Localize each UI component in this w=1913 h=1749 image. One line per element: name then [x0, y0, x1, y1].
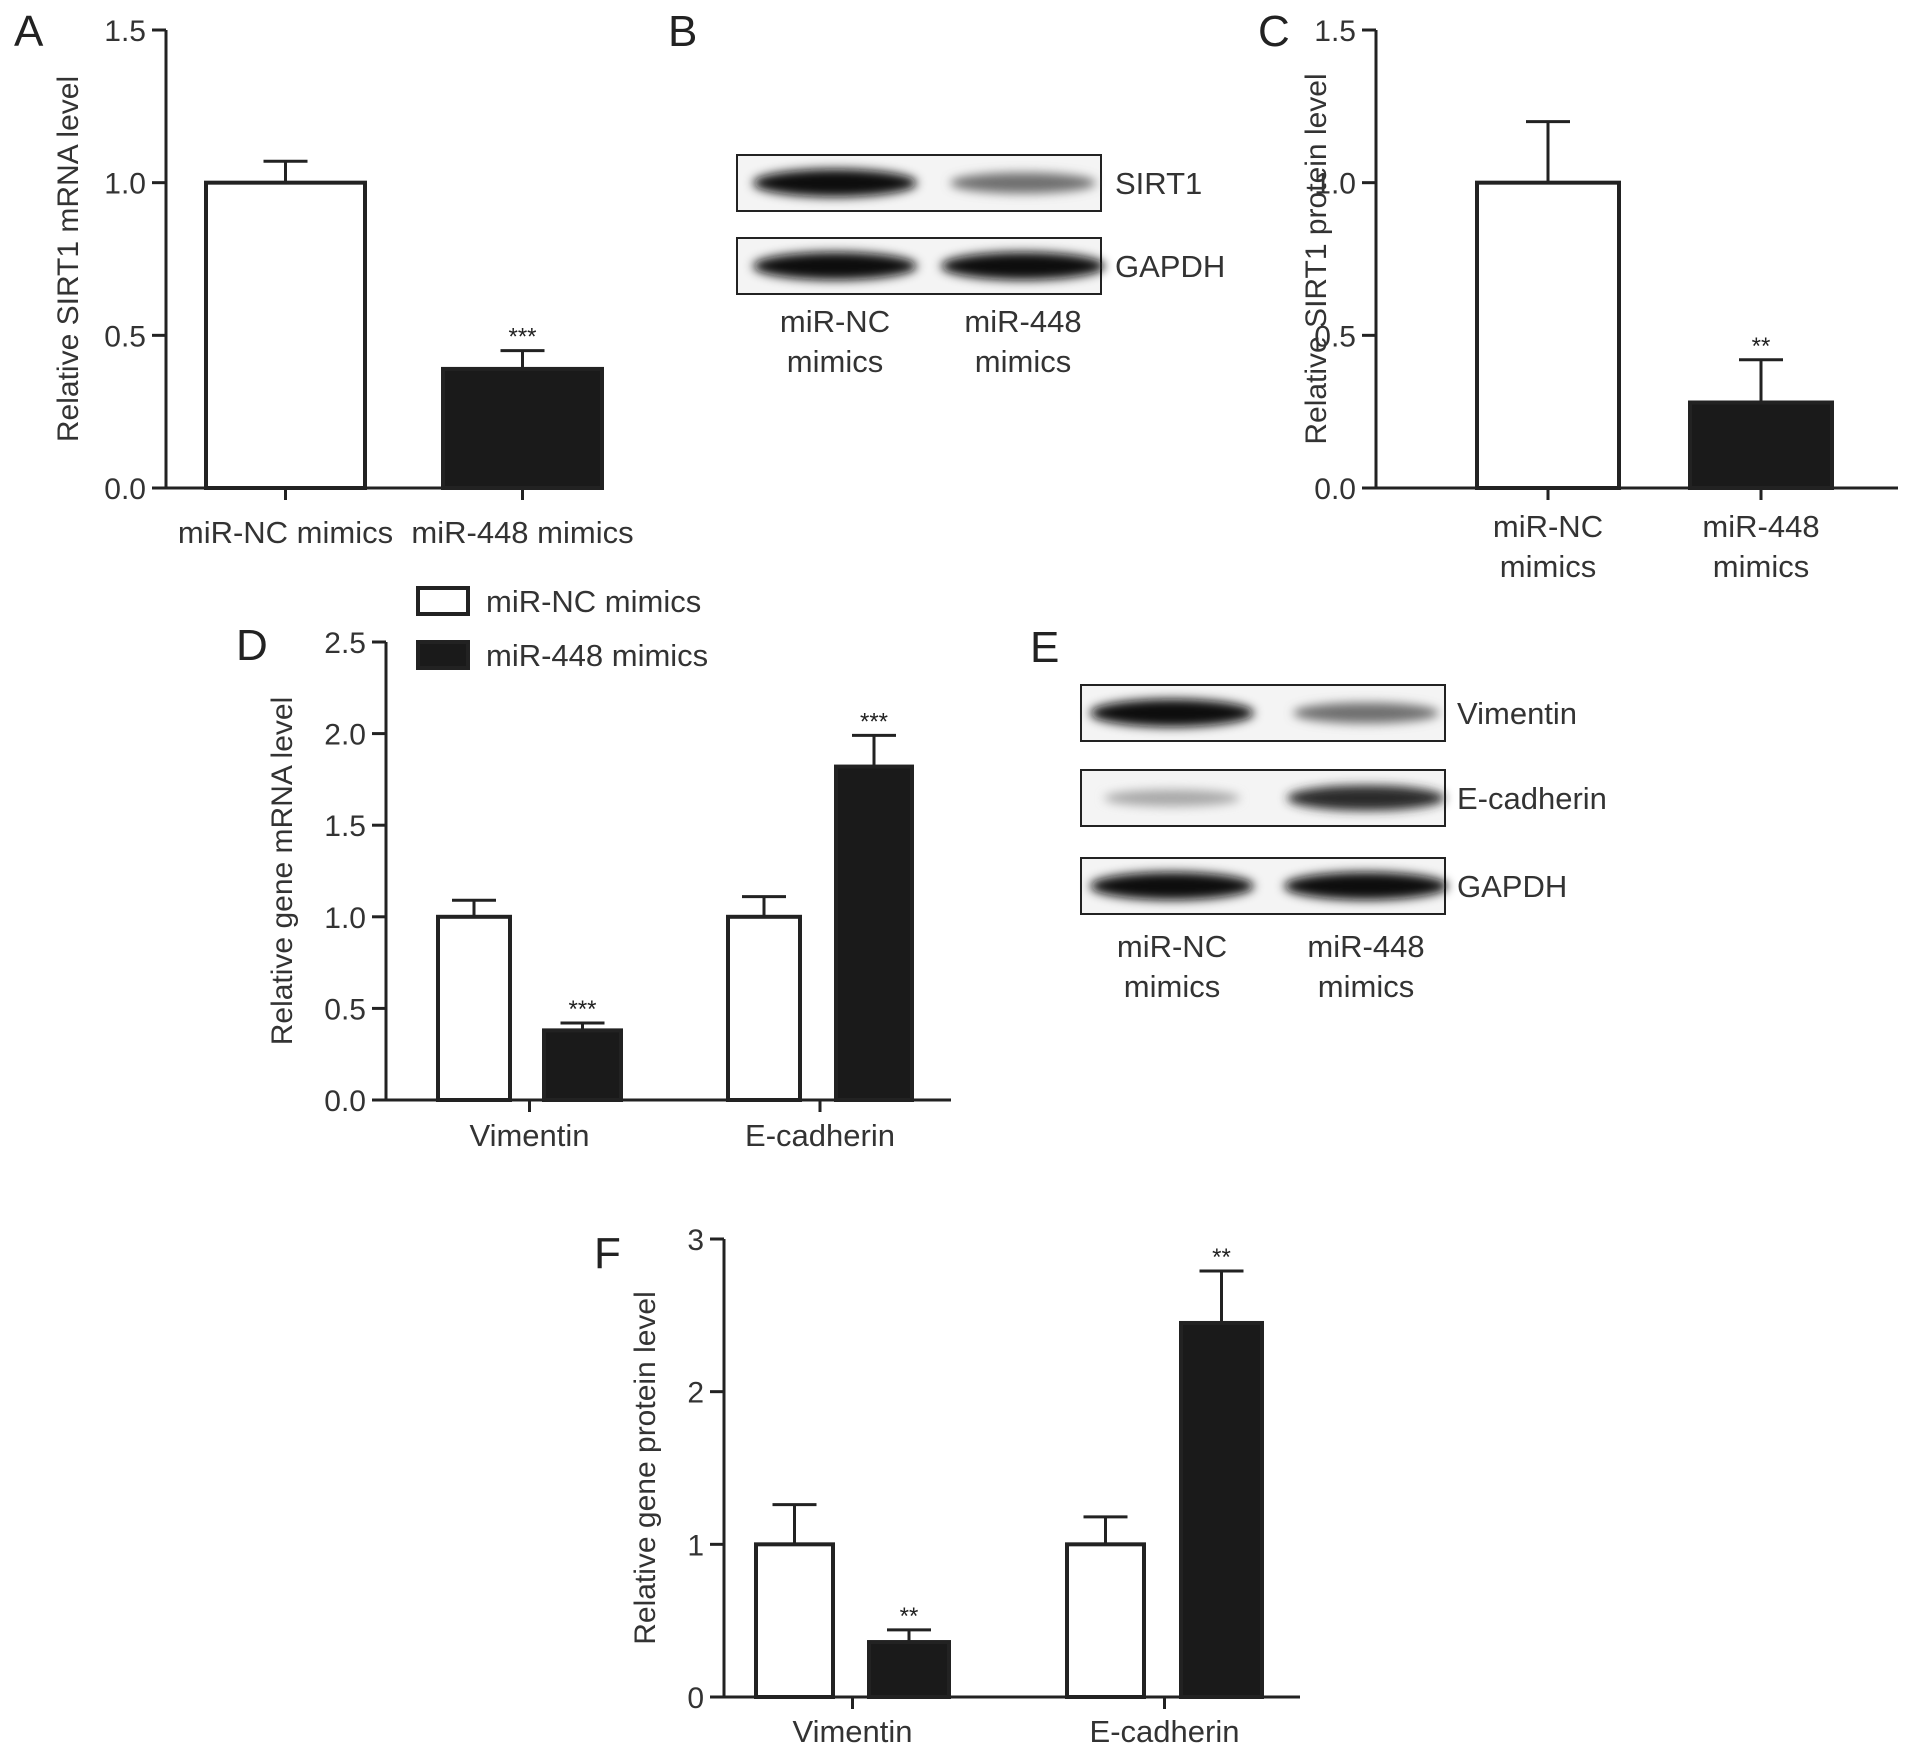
blot-row: E-cadherin	[1080, 769, 1607, 827]
blot-lane-label: miR-448 mimics	[1307, 929, 1424, 1004]
blot-lane-label: miR-NC mimics	[780, 304, 890, 379]
y-tick-label: 1.5	[324, 810, 366, 843]
x-tick-label: miR-448 mimics	[1702, 509, 1819, 584]
panel-letter: D	[236, 621, 268, 670]
bar	[1065, 1542, 1146, 1700]
y-tick-label: 1.5	[1314, 15, 1356, 48]
blot-band	[1284, 872, 1448, 900]
bar	[1688, 400, 1834, 490]
y-tick-label: 2	[687, 1377, 704, 1410]
y-tick-label: 1.0	[104, 168, 146, 201]
panel-letter: A	[14, 7, 44, 56]
legend-swatch	[416, 586, 470, 616]
bar	[1179, 1320, 1264, 1699]
legend-swatch	[416, 640, 470, 670]
blot-band	[1090, 699, 1254, 727]
panel-c-chart: 0.0 0.5 1.0 1.5 Relative SIRT1 protein level…	[1258, 7, 1898, 584]
blot-band	[950, 172, 1096, 194]
panel-a-chart: 0.0 0.5 1.0 1.5 Relative SIRT1 mRNA levelAmi…	[14, 7, 634, 550]
significance-marker: ***	[568, 996, 596, 1023]
y-axis-title: Relative SIRT1 protein level	[1300, 73, 1333, 444]
x-tick-label: E-cadherin	[745, 1118, 895, 1153]
blot-band	[753, 169, 917, 197]
panel-letter: C	[1258, 7, 1290, 56]
significance-marker: ***	[508, 324, 536, 351]
bar	[726, 914, 802, 1102]
legend-label: miR-NC mimics	[486, 584, 701, 619]
y-tick-label: 0.0	[104, 473, 146, 506]
y-tick-label: 1.5	[104, 15, 146, 48]
panel-letter: B	[668, 7, 697, 56]
blot-row-label: E-cadherin	[1457, 781, 1607, 816]
bar	[834, 764, 914, 1102]
legend: miR-NC mimics miR-448 mimics	[416, 584, 708, 673]
y-tick-label: 1	[687, 1529, 704, 1562]
blot-row: SIRT1	[736, 154, 1202, 212]
y-tick-label: 1.0	[1314, 168, 1356, 201]
x-tick-label: E-cadherin	[1090, 1714, 1240, 1749]
y-tick-label: 2.0	[324, 719, 366, 752]
blot-row-label: GAPDH	[1115, 249, 1225, 284]
blot-band	[1104, 789, 1240, 807]
blot-row: GAPDH	[1080, 857, 1567, 915]
bar	[441, 366, 604, 491]
panel-letter: E	[1030, 623, 1059, 672]
blot-row-label: GAPDH	[1457, 869, 1567, 904]
x-tick-label: Vimentin	[469, 1118, 589, 1153]
blot-band	[1090, 872, 1254, 900]
bar	[1475, 180, 1621, 491]
panel-b-blot: B SIRT1 GAPDH miR-NC mimics miR-448 mimics	[668, 7, 1225, 379]
significance-marker: **	[1212, 1244, 1231, 1271]
bar	[204, 180, 367, 491]
significance-marker: ***	[860, 708, 888, 735]
y-tick-label: 0.5	[1314, 320, 1356, 353]
y-tick-label: 0.5	[324, 993, 366, 1026]
blot-row-label: SIRT1	[1115, 166, 1202, 201]
x-tick-label: miR-NC mimics	[1493, 509, 1603, 584]
y-tick-label: 3	[687, 1224, 704, 1257]
y-axis-title: Relative SIRT1 mRNA level	[52, 76, 85, 442]
bar	[436, 914, 512, 1102]
blot-band	[1287, 785, 1445, 811]
y-tick-label: 0.0	[324, 1085, 366, 1118]
legend-label: miR-448 mimics	[486, 638, 708, 673]
panel-d-chart: 0.0 0.5 1.0 1.5 2.0 2.5 Relative gene mRNA lev…	[236, 584, 951, 1153]
x-tick-label: Vimentin	[792, 1714, 912, 1749]
blot-row: GAPDH	[736, 237, 1225, 295]
y-tick-label: 0	[687, 1682, 704, 1715]
y-tick-label: 0.5	[104, 320, 146, 353]
x-tick-label: miR-NC mimics	[178, 515, 393, 550]
x-tick-label: miR-448 mimics	[411, 515, 633, 550]
bar	[867, 1640, 951, 1700]
y-tick-label: 2.5	[324, 627, 366, 660]
blot-band	[1293, 702, 1439, 724]
y-axis-title: Relative gene mRNA level	[266, 697, 299, 1046]
bar	[754, 1542, 835, 1700]
blot-lane-label: miR-448 mimics	[964, 304, 1081, 379]
panel-letter: F	[594, 1229, 621, 1278]
y-tick-label: 0.0	[1314, 473, 1356, 506]
panel-e-blot: E Vimentin E-cadherin GAPDH miR-NC mimics miR-…	[1030, 623, 1607, 1004]
y-tick-label: 1.0	[324, 902, 366, 935]
y-axis-title: Relative gene protein level	[629, 1291, 662, 1645]
blot-lane-label: miR-NC mimics	[1117, 929, 1227, 1004]
blot-band	[753, 252, 917, 280]
blot-row: Vimentin	[1080, 684, 1577, 742]
bar	[542, 1028, 623, 1103]
significance-marker: **	[900, 1603, 919, 1630]
blot-band	[941, 252, 1105, 280]
blot-row-label: Vimentin	[1457, 696, 1577, 731]
significance-marker: **	[1752, 333, 1771, 360]
